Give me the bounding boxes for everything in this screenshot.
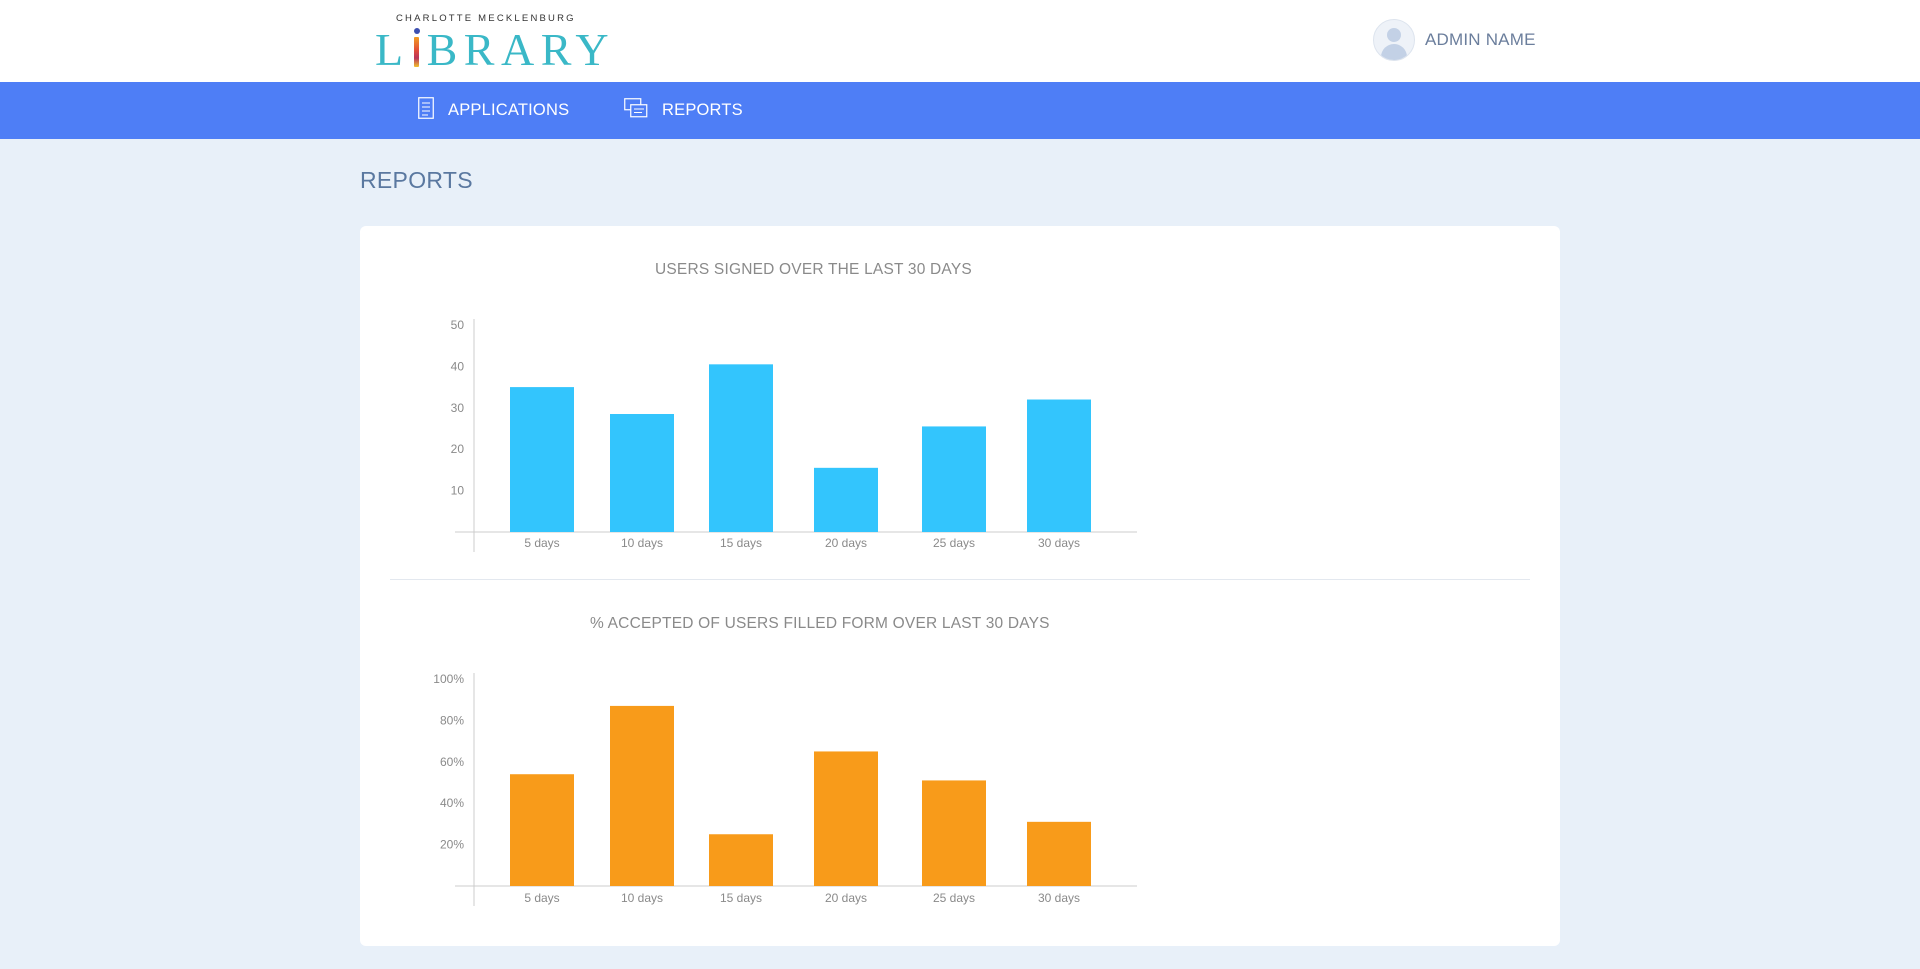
y-tick-label: 20: [451, 442, 465, 456]
y-tick-label: 100%: [433, 672, 464, 686]
bar: [814, 751, 878, 886]
y-tick-label: 20%: [440, 838, 464, 852]
logo-letter-l: L: [375, 24, 410, 75]
logo-wordmark: L BRARY: [375, 26, 615, 74]
admin-account-menu[interactable]: ADMIN NAME: [1373, 19, 1536, 61]
y-tick-label: 10: [451, 484, 465, 498]
bar: [1027, 400, 1091, 532]
library-logo[interactable]: CHARLOTTE MECKLENBURG L BRARY: [375, 12, 597, 72]
bar: [510, 387, 574, 532]
y-tick-label: 40: [451, 359, 465, 373]
bar: [610, 706, 674, 886]
x-tick-label: 20 days: [825, 891, 867, 905]
x-tick-label: 30 days: [1038, 536, 1080, 550]
top-header: CHARLOTTE MECKLENBURG L BRARY ADMIN NAME: [0, 0, 1920, 82]
x-tick-label: 15 days: [720, 536, 762, 550]
x-tick-label: 5 days: [524, 536, 559, 550]
bar: [814, 468, 878, 532]
x-tick-label: 25 days: [933, 536, 975, 550]
users-signed-bar-chart: 10 20 30 40 50 5 days 10 days 15 days 20 days 25 …: [360, 226, 1560, 566]
accepted-percent-bar-chart: 20% 40% 60% 80% 100% 5 days 10 days 15 days 20 d…: [360, 580, 1560, 920]
page-title: REPORTS: [360, 167, 473, 194]
y-tick-label: 80%: [440, 713, 464, 727]
logo-subtitle: CHARLOTTE MECKLENBURG: [396, 13, 576, 24]
reports-icon: [624, 98, 648, 123]
bar: [922, 426, 986, 532]
bar: [709, 834, 773, 886]
x-tick-label: 15 days: [720, 891, 762, 905]
main-nav-bar: APPLICATIONS REPORTS: [0, 82, 1920, 139]
nav-applications[interactable]: APPLICATIONS: [418, 82, 569, 139]
y-tick-label: 50: [451, 318, 465, 332]
bar: [1027, 822, 1091, 886]
x-tick-label: 5 days: [524, 891, 559, 905]
bar: [510, 774, 574, 886]
reports-card: USERS SIGNED OVER THE LAST 30 DAYS 10 20 3…: [360, 226, 1560, 946]
bar: [610, 414, 674, 532]
nav-applications-label: APPLICATIONS: [448, 101, 569, 120]
y-tick-label: 30: [451, 401, 465, 415]
document-icon: [418, 97, 434, 124]
x-tick-label: 25 days: [933, 891, 975, 905]
y-tick-label: 40%: [440, 796, 464, 810]
x-tick-label: 10 days: [621, 891, 663, 905]
logo-letters-brary: BRARY: [427, 24, 615, 75]
y-tick-label: 60%: [440, 755, 464, 769]
bar: [709, 364, 773, 532]
nav-reports[interactable]: REPORTS: [624, 82, 743, 139]
avatar-icon[interactable]: [1373, 19, 1415, 61]
x-tick-label: 10 days: [621, 536, 663, 550]
x-tick-label: 20 days: [825, 536, 867, 550]
logo-figure-icon: [410, 26, 427, 74]
admin-name[interactable]: ADMIN NAME: [1425, 30, 1536, 50]
bar: [922, 780, 986, 886]
x-tick-label: 30 days: [1038, 891, 1080, 905]
nav-reports-label: REPORTS: [662, 101, 743, 120]
